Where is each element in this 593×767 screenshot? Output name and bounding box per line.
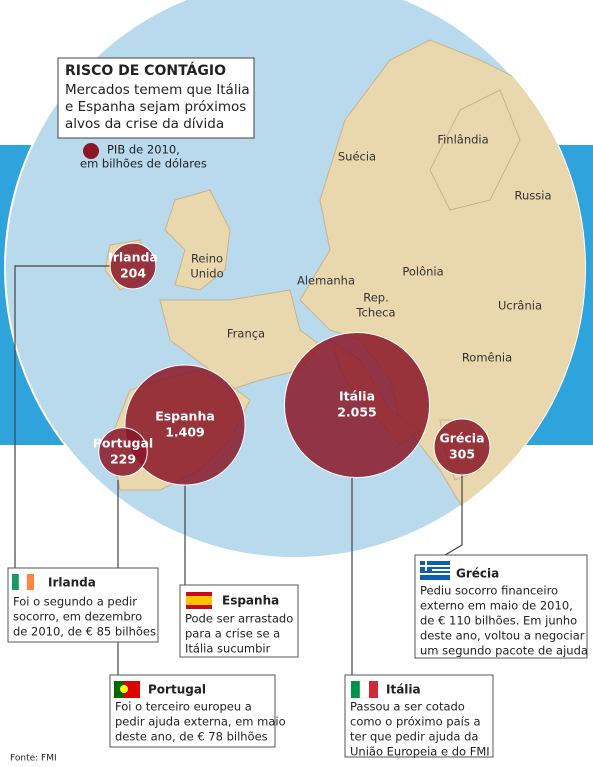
subtitle: Mercados temem que Itália: [65, 82, 250, 98]
country-label: Tcheca: [355, 306, 395, 320]
subtitle: e Espanha sejam próximos: [65, 99, 246, 115]
callout-text: União Europeia e do FMI: [350, 745, 490, 759]
callout-text: de € 110 bilhões. Em junho: [420, 614, 577, 628]
callout-text: para a crise se a: [185, 627, 280, 641]
country-label: Russia: [515, 189, 552, 203]
bubble-value: 204: [120, 266, 146, 281]
gdp-bubble: [283, 331, 431, 479]
flags: [12, 561, 450, 699]
callout-text: deste ano, voltou a negociar: [420, 629, 585, 643]
callout-name: Itália: [386, 683, 421, 697]
callout-text: Pediu socorro financeiro: [420, 584, 558, 598]
gdp-bubble: [124, 364, 246, 486]
bubble-name: Espanha: [155, 409, 215, 424]
callout-text: externo em maio de 2010,: [420, 599, 573, 613]
country-label: Suécia: [338, 150, 376, 164]
bubble-name: Portugal: [93, 436, 153, 451]
header-box: [57, 57, 255, 139]
leader-line: [444, 475, 463, 556]
callout-text: Pode ser arrastado: [185, 612, 293, 626]
leader-line: [14, 265, 110, 568]
bubble-value: 1.409: [165, 425, 205, 440]
bubble-name: Irlanda: [108, 250, 158, 265]
title: RISCO DE CONTÁGIO: [65, 62, 226, 79]
country-label: França: [227, 327, 265, 341]
callout-text: socorro, em dezembro: [13, 610, 142, 624]
country-label: Polônia: [402, 265, 443, 279]
callout-text: Foi o terceiro europeu a: [115, 700, 252, 714]
gdp-bubble: [98, 427, 148, 477]
callout-text: Itália sucumbir: [185, 642, 271, 656]
callout-text: ter que pedir ajuda da: [350, 730, 478, 744]
legend-text: em bilhões de dólares: [80, 157, 207, 171]
callout-text: de 2010, de € 85 bilhões: [13, 625, 156, 639]
source: Fonte: FMI: [10, 754, 57, 764]
callout-name: Portugal: [148, 683, 206, 697]
callout-text: pedir ajuda externa, em maio: [115, 715, 286, 729]
gdp-bubble: [109, 242, 157, 290]
callout-text: como o próximo país a: [350, 715, 481, 729]
callout-name: Espanha: [222, 594, 279, 608]
callout-text: deste ano, de € 78 bilhões: [115, 730, 268, 744]
callout-name: Grécia: [456, 567, 499, 581]
callout-name: Irlanda: [48, 576, 96, 590]
country-label: Finlândia: [437, 133, 488, 147]
callout-text: Passou a ser cotado: [350, 700, 465, 714]
country-label: Unido: [190, 267, 223, 281]
bubble-name: Itália: [339, 389, 375, 404]
gdp-bubble: [433, 418, 491, 476]
callout-text: um segundo pacote de ajuda: [420, 644, 588, 658]
callout-text: Foi o segundo a pedir: [13, 595, 137, 609]
bubble-value: 2.055: [337, 405, 377, 420]
country-label: Romênia: [462, 351, 512, 365]
country-label: Rep.: [363, 291, 389, 305]
bubble-value: 305: [449, 447, 475, 462]
legend-dot: [83, 143, 99, 159]
bubble-value: 229: [110, 452, 136, 467]
subtitle: alvos da crise da dívida: [65, 116, 224, 132]
country-label: Alemanha: [297, 274, 355, 288]
country-label: Reino: [191, 252, 223, 266]
bubble-name: Grécia: [439, 431, 484, 446]
country-label: Ucrânia: [498, 299, 542, 313]
legend-text: PIB de 2010,: [107, 143, 180, 157]
